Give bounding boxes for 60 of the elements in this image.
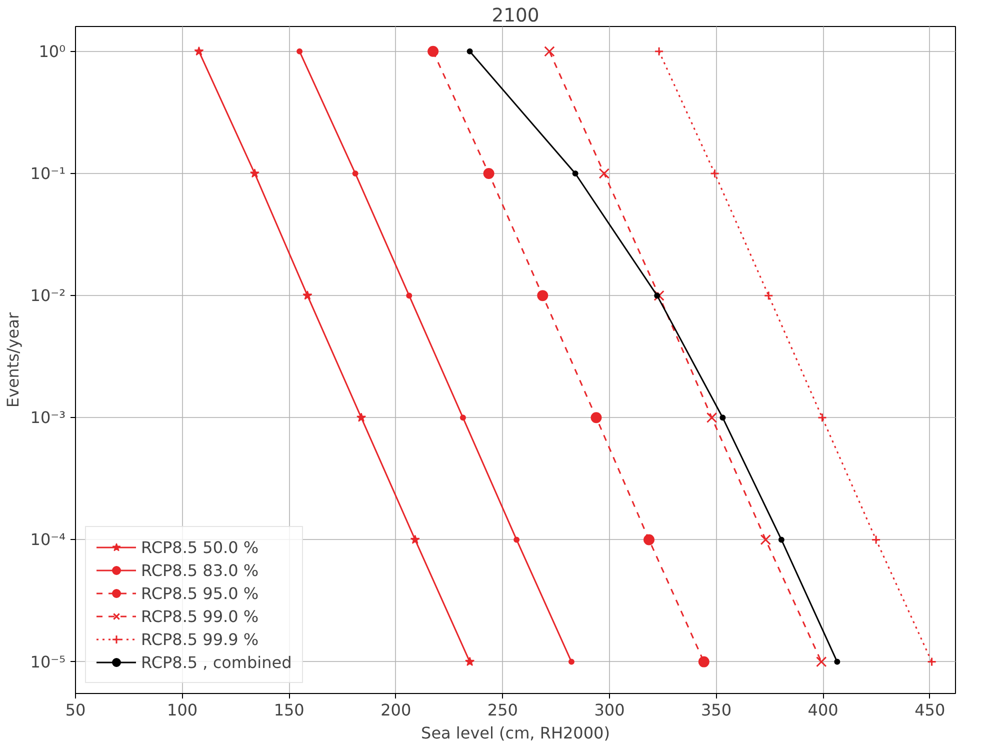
- point: [483, 168, 494, 179]
- x-tick-label: 400: [808, 700, 838, 720]
- point: [410, 534, 420, 544]
- x-tick-label: 100: [167, 700, 198, 720]
- point: [544, 46, 555, 57]
- legend-label: RCP8.5 , combined: [141, 652, 292, 672]
- point: [406, 292, 412, 299]
- point: [568, 658, 574, 665]
- point: [817, 412, 827, 422]
- point: [598, 168, 610, 179]
- x-tick-label: 450: [914, 700, 946, 720]
- legend-label: RCP8.5 50.0 %: [141, 538, 259, 556]
- point: [706, 412, 718, 423]
- y-axis-title: Events/year: [3, 312, 22, 408]
- point: [710, 168, 720, 178]
- y-tick-label: 10⁻¹: [30, 164, 66, 183]
- legend-label: RCP8.5 99.9 %: [141, 630, 259, 648]
- y-tick-label: 10⁻⁵: [30, 652, 66, 672]
- point: [572, 170, 578, 176]
- point: [296, 48, 303, 54]
- point: [720, 414, 726, 421]
- point: [698, 656, 710, 668]
- legend-label: RCP8.5 83.0 %: [141, 560, 259, 580]
- point: [764, 290, 774, 300]
- legend-label: RCP8.5 99.0 %: [141, 606, 259, 626]
- x-tick-label: 250: [487, 700, 518, 720]
- point: [834, 658, 840, 665]
- x-tick-label: 200: [380, 700, 412, 720]
- point: [514, 536, 520, 543]
- point: [460, 414, 466, 421]
- point: [927, 657, 937, 667]
- point: [760, 534, 771, 546]
- point: [428, 46, 439, 57]
- x-tick-label: 300: [594, 700, 625, 720]
- point: [352, 170, 358, 176]
- point: [643, 534, 654, 546]
- legend-label: RCP8.5 95.0 %: [141, 584, 259, 602]
- point: [871, 534, 881, 544]
- y-tick-label: 10⁻²: [30, 286, 66, 306]
- point: [778, 536, 784, 543]
- point: [654, 290, 664, 301]
- x-axis-title: Sea level (cm, RH2000): [421, 724, 610, 742]
- point: [356, 412, 366, 422]
- x-tick-label: 350: [701, 700, 732, 720]
- point: [654, 46, 664, 56]
- point: [590, 412, 602, 424]
- chart-title: 2100: [492, 6, 540, 26]
- y-tick-label: 10⁻³: [30, 408, 66, 428]
- point: [537, 290, 548, 302]
- y-tick-label: 10⁰: [38, 42, 66, 61]
- point: [466, 48, 473, 54]
- point: [250, 168, 260, 178]
- y-tick-label: 10⁻⁴: [30, 530, 66, 550]
- point: [194, 46, 204, 56]
- x-tick-label: 150: [274, 700, 304, 720]
- point: [465, 656, 475, 666]
- point: [302, 290, 312, 300]
- point: [816, 656, 827, 668]
- x-tick-label: 50: [65, 700, 86, 720]
- point: [654, 292, 660, 299]
